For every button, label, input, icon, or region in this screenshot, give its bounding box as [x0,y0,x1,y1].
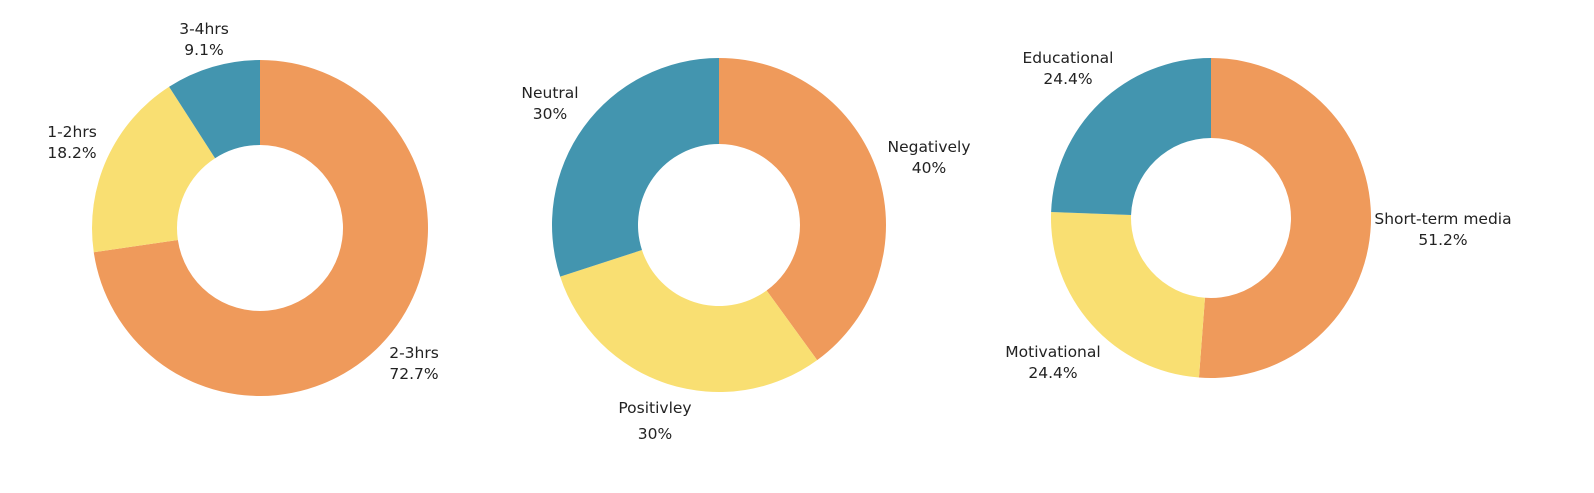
slice-label-positivley: Positivley [618,399,691,417]
donut-chart-screen-time: 2-3hrs 72.7% 1-2hrs 18.2% 3-4hrs 9.1% [47,20,439,396]
slice-2-3hrs [93,60,429,396]
slice-negatively [719,58,887,361]
slice-3-4hrs [169,60,260,159]
slice-label-neutral: Neutral [521,84,578,102]
slice-label-educational: Educational [1023,49,1114,67]
slice-value-2-3hrs: 72.7% [389,365,438,383]
slice-value-1-2hrs: 18.2% [47,144,96,162]
slice-label-1-2hrs: 1-2hrs [47,123,97,141]
slice-label-negatively: Negatively [887,138,970,156]
slice-value-motivational: 24.4% [1028,364,1077,382]
slice-label-2-3hrs: 2-3hrs [389,344,439,362]
slice-educational [1051,58,1211,215]
slice-short-term-media [1198,58,1371,378]
slice-neutral [552,58,719,277]
slice-positivley [560,250,818,393]
slice-label-short-term-media: Short-term media [1374,210,1511,228]
slice-value-3-4hrs: 9.1% [184,41,223,59]
slice-label-3-4hrs: 3-4hrs [179,20,229,38]
slice-value-neutral: 30% [533,105,567,123]
slice-label-motivational: Motivational [1005,343,1100,361]
slice-1-2hrs [92,86,216,253]
slice-value-positivley: 30% [638,425,672,443]
slice-motivational [1051,211,1205,378]
slice-value-negatively: 40% [912,159,946,177]
slice-value-short-term-media: 51.2% [1418,231,1467,249]
donut-chart-impact: Negatively 40% Positivley 30% Neutral 30% [521,58,971,443]
donut-chart-content-type: Short-term media 51.2% Motivational 24.4% Ed… [1005,49,1511,382]
slice-value-educational: 24.4% [1043,70,1092,88]
